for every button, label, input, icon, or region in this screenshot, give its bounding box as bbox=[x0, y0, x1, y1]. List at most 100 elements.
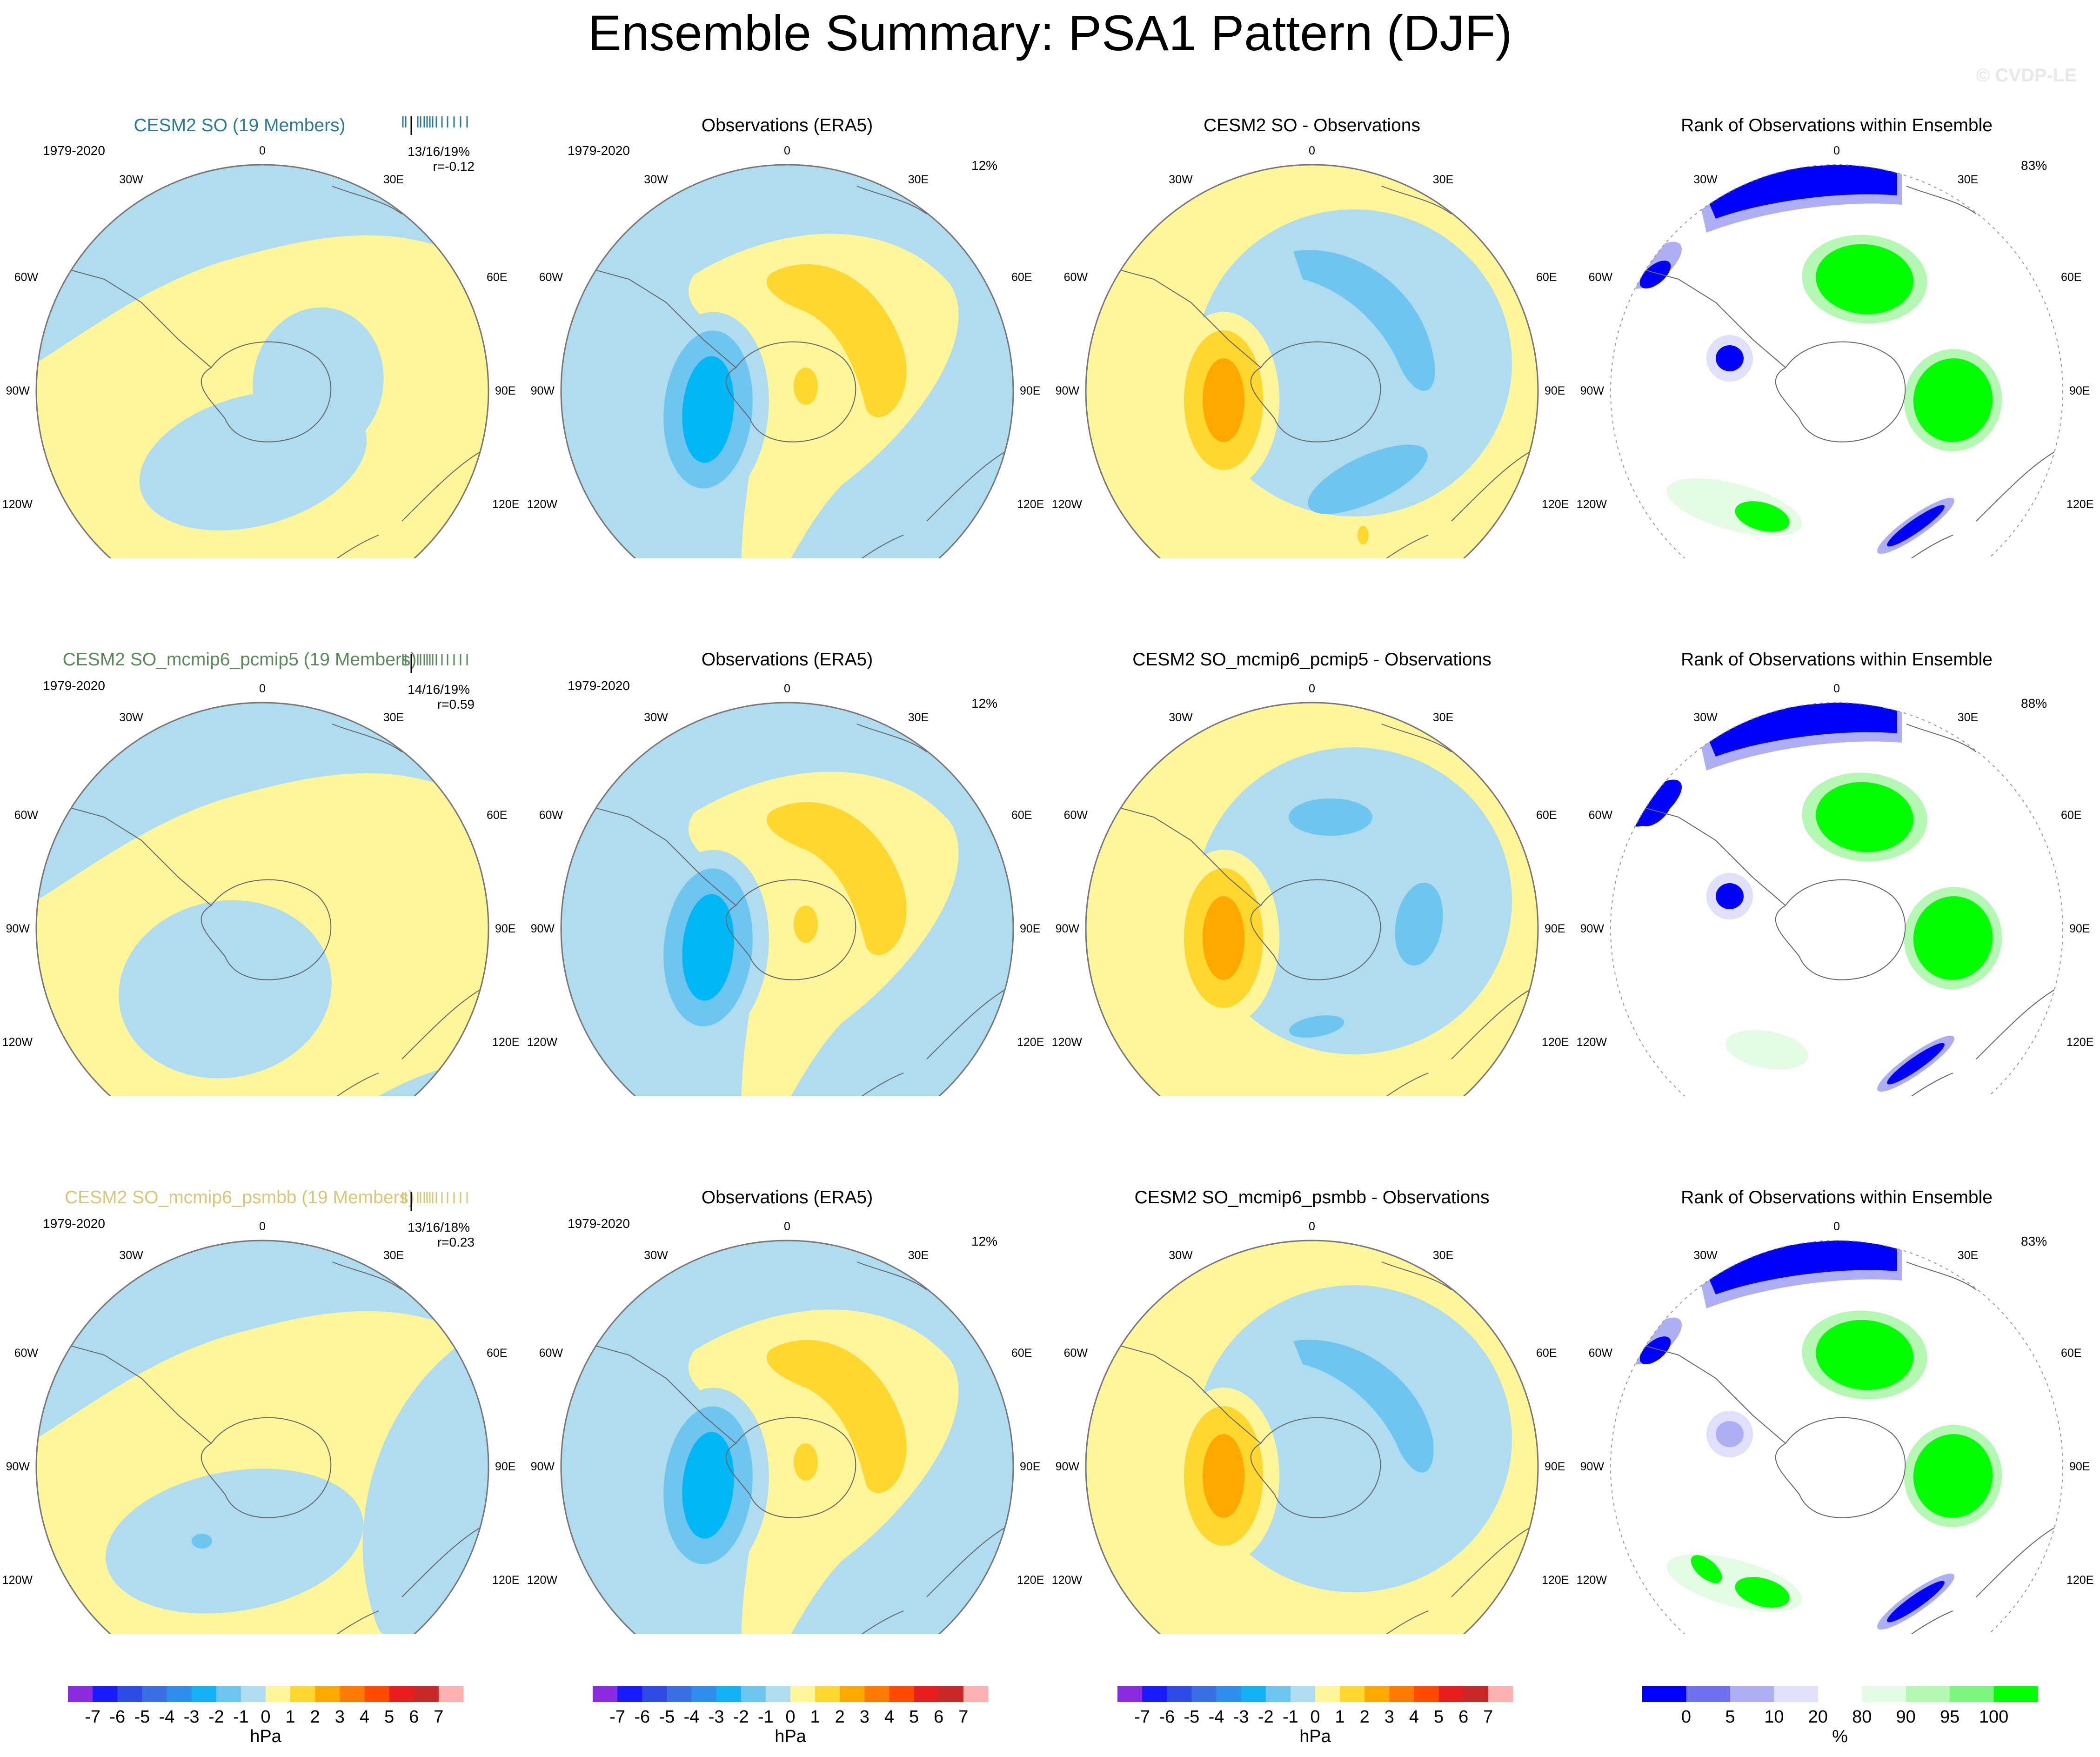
panel-obs-row2: Observations (ERA5) 0 30W 30E 60W 60E 90W 90E 12… bbox=[525, 557, 1050, 1096]
colorbar-tick-label: -7 bbox=[85, 1707, 100, 1727]
field-negative bbox=[1196, 747, 1512, 1054]
south-america-coastline bbox=[577, 803, 736, 906]
colorbar-swatch bbox=[691, 1686, 717, 1702]
map-label-upper-left: 30W bbox=[644, 1249, 668, 1262]
colorbar-swatch bbox=[914, 1686, 939, 1702]
map-label-mid-lower-left: 120W bbox=[2, 1574, 33, 1587]
colorbar-swatch bbox=[216, 1686, 241, 1702]
map-label-right: 90E bbox=[495, 922, 515, 935]
map-boundary bbox=[1610, 164, 2063, 558]
panel-title-obs: Observations (ERA5) bbox=[701, 1187, 873, 1207]
map-boundary bbox=[1085, 164, 1539, 558]
colorbar-tick-label: 6 bbox=[934, 1707, 943, 1727]
map-label-top: 0 bbox=[1833, 144, 1840, 157]
australia-coastline bbox=[276, 451, 482, 558]
antarctica-coastline bbox=[201, 879, 332, 980]
field-positive-core bbox=[1203, 1434, 1244, 1518]
map-boundary bbox=[560, 164, 1014, 558]
colorbar-swatch bbox=[593, 1686, 618, 1702]
polar-map: 030W30E60W60E90W90E120W120E150W150E180 bbox=[1577, 1220, 2093, 1634]
australia-coastline bbox=[801, 451, 1006, 558]
map-label-mid-lower-left: 120W bbox=[527, 1574, 558, 1587]
polar-map: 030W30E60W60E90W90E120W120E150W150E180 bbox=[527, 682, 1044, 1096]
colorbar-tick-label: 4 bbox=[1409, 1707, 1419, 1727]
period-label: 1979-2020 bbox=[568, 1216, 630, 1231]
pattern-variance-pct: 12% bbox=[971, 1234, 998, 1248]
colorbar-swatch bbox=[1438, 1686, 1464, 1702]
colorbar-tick-label: 2 bbox=[1360, 1707, 1370, 1727]
south-america-coastline bbox=[53, 803, 212, 906]
colorbar-swatch bbox=[1315, 1686, 1340, 1702]
antarctica-coastline bbox=[1250, 341, 1381, 443]
colorbar-swatch bbox=[438, 1686, 464, 1702]
africa-coastline bbox=[332, 1261, 402, 1290]
map-label-upper-right: 30E bbox=[1958, 1249, 1978, 1262]
field-negative-core bbox=[682, 894, 734, 1001]
rank-high-sw2 bbox=[1691, 1555, 1722, 1583]
panel-title-rank: Rank of Observations within Ensemble bbox=[1681, 650, 1993, 670]
map-label-mid-upper-left: 60W bbox=[14, 271, 39, 284]
antarctica-coastline bbox=[201, 341, 332, 443]
map-label-top: 0 bbox=[1309, 682, 1315, 695]
colorbar-tick-label: -1 bbox=[233, 1707, 249, 1727]
colorbar-swatch bbox=[1117, 1686, 1143, 1702]
rank-high-north bbox=[1816, 244, 1913, 315]
rank-low-center bbox=[1716, 345, 1744, 371]
panel-diff-row3: CESM2 SO_mcmip6_psmbb - Observations 0 30W… bbox=[1050, 1094, 1574, 1634]
rank-high-north bbox=[1816, 1320, 1913, 1390]
field-positive-core bbox=[766, 264, 907, 417]
map-label-mid-upper-left: 60W bbox=[14, 1347, 39, 1360]
panel-obs-row1: Observations (ERA5) 0 30W 30E 60W 60E 90W 90E 12… bbox=[525, 19, 1050, 558]
polar-map: 030W30E60W60E90W90E120W120E150W150E180 bbox=[2, 144, 519, 558]
map-label-left: 90W bbox=[1056, 1460, 1080, 1473]
colorbar-tick-label: 3 bbox=[1384, 1707, 1394, 1727]
map-label-top: 0 bbox=[784, 1220, 790, 1233]
map-boundary bbox=[560, 702, 1014, 1096]
colorbar-swatch bbox=[1340, 1686, 1365, 1702]
colorbar-unit: hPa bbox=[775, 1727, 806, 1746]
polar-map: 030W30E60W60E90W90E120W120E150W150E180 bbox=[1577, 682, 2093, 1096]
map-label-upper-right: 30E bbox=[383, 1249, 404, 1262]
africa-coastline bbox=[332, 186, 402, 215]
pattern-correlation: r=0.59 bbox=[437, 697, 475, 711]
field-negative-core bbox=[1293, 250, 1435, 391]
south-america-coastline bbox=[1627, 803, 1786, 906]
field-negative-core bbox=[192, 1534, 212, 1549]
rank-high-north bbox=[1816, 782, 1913, 852]
panel-model-row3: CESM2 SO_mcmip6_psmbb (19 Members) 0 30W 30… bbox=[0, 1094, 525, 1634]
map-label-right: 90E bbox=[2069, 1460, 2090, 1473]
field-negative-south bbox=[1308, 444, 1428, 514]
field-negative-south bbox=[119, 900, 332, 1079]
field-negative-south bbox=[106, 1469, 363, 1614]
map-label-right: 90E bbox=[495, 384, 515, 397]
rank-high-sw bbox=[1735, 501, 1790, 532]
field-positive-core bbox=[1203, 896, 1244, 980]
map-label-upper-right: 30E bbox=[383, 173, 404, 186]
colorbar-swatch bbox=[1241, 1686, 1266, 1702]
map-label-upper-right: 30E bbox=[908, 711, 929, 724]
colorbar-swatch bbox=[1642, 1686, 1686, 1702]
antarctica-coastline bbox=[201, 1417, 332, 1518]
map-boundary bbox=[35, 164, 489, 558]
field-positive-core bbox=[1203, 358, 1244, 442]
colorbar-swatch bbox=[1364, 1686, 1390, 1702]
field-positive-center bbox=[794, 368, 818, 405]
south-america-coastline bbox=[1102, 1341, 1261, 1444]
map-label-mid-lower-right: 120E bbox=[1017, 1574, 1044, 1587]
map-field bbox=[1611, 1241, 2063, 1634]
africa-coastline bbox=[1381, 724, 1452, 752]
map-label-top: 0 bbox=[1833, 682, 1840, 695]
polar-map: 030W30E60W60E90W90E120W120E150W150E180 bbox=[2, 682, 519, 1096]
map-field bbox=[1086, 703, 1538, 1096]
field-negative-core bbox=[682, 356, 734, 463]
map-label-upper-left: 30W bbox=[119, 711, 143, 724]
map-label-top: 0 bbox=[259, 144, 266, 157]
ensemble-stats-pct: 14/16/19% bbox=[408, 682, 470, 697]
field-negative-north bbox=[36, 703, 488, 901]
map-label-mid-lower-left: 120W bbox=[1052, 498, 1083, 511]
colorbar-tick-label: -1 bbox=[1283, 1707, 1298, 1727]
field-negative-core bbox=[682, 1432, 734, 1539]
colorbar-tick-label: -7 bbox=[609, 1707, 625, 1727]
colorbar-swatch bbox=[389, 1686, 415, 1702]
map-label-mid-lower-right: 120E bbox=[492, 1036, 519, 1049]
